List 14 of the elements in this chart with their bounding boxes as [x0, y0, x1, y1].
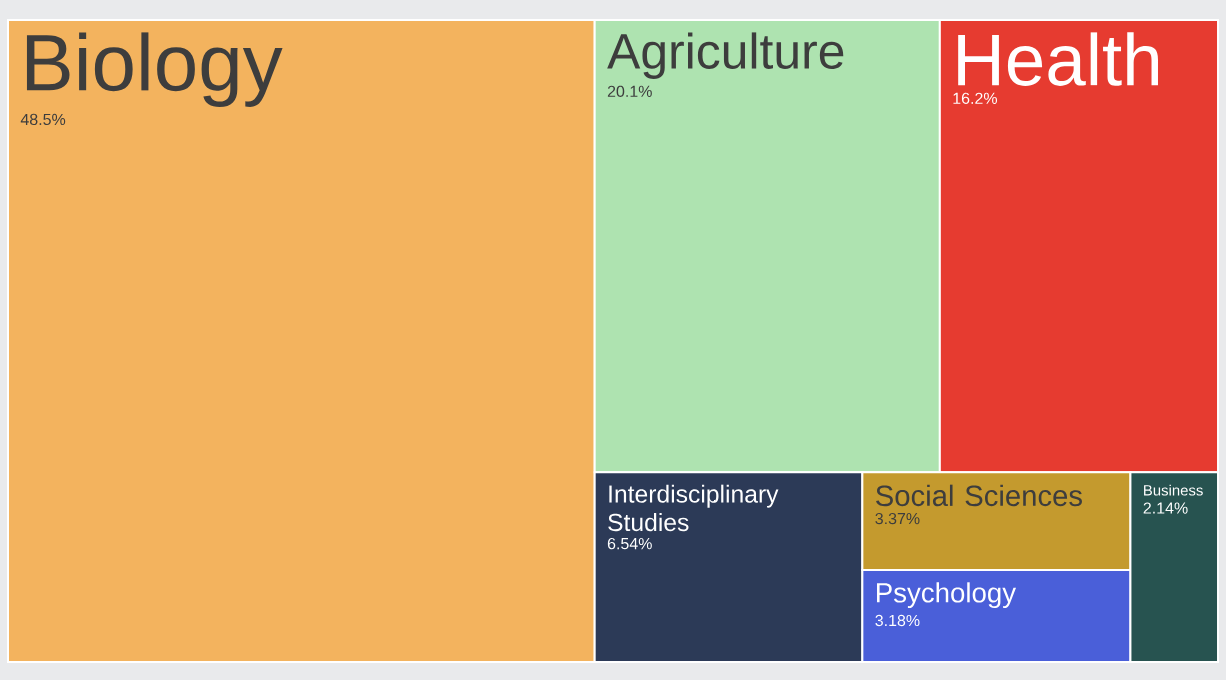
category-label: Social Sciences [876, 484, 1082, 507]
data-label: 6.54% [607, 537, 652, 550]
category-label: Health [958, 32, 1158, 86]
category-label: Interdisciplinary Studies [608, 484, 779, 532]
data-label: 16.2% [953, 92, 998, 104]
category-label: Business [1144, 484, 1203, 496]
category-label: Psychology [877, 582, 1017, 609]
data-label: 3.37% [875, 512, 920, 525]
data-label: 20.1% [607, 85, 652, 98]
data-label: 2.14% [1143, 502, 1188, 514]
data-label: 48.5% [20, 113, 66, 126]
data-label: 3.18% [875, 614, 920, 627]
category-label: Agriculture [607, 32, 844, 79]
category-label: Biology [26, 32, 283, 107]
